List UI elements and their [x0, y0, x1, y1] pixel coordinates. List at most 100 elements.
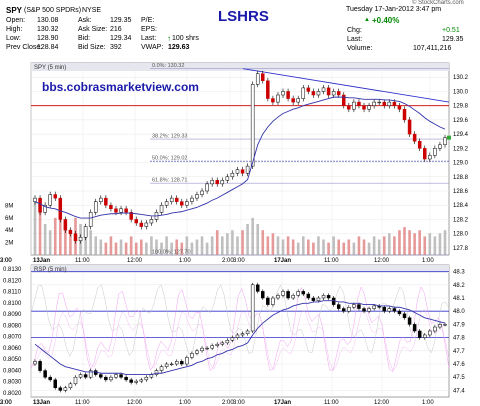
- volume-bar: [307, 239, 310, 255]
- rsp-candle-body: [129, 379, 133, 383]
- volume-bar: [109, 236, 113, 255]
- ratio-axis-label: 0.8020: [3, 391, 22, 397]
- volume-bar: [205, 242, 209, 255]
- rsp-candle-body: [190, 353, 194, 358]
- candle-body: [109, 204, 113, 210]
- quote-cell: Low:: [6, 35, 21, 42]
- candle-body: [372, 101, 376, 106]
- rsp-candle-body: [104, 376, 108, 381]
- rsp-x-axis-label: 12:00: [127, 400, 143, 406]
- rsp-candle-body: [124, 376, 128, 381]
- x-axis-label: 12:00: [127, 258, 143, 264]
- volume-bar: [175, 239, 179, 255]
- volume-bar: [114, 242, 118, 255]
- x-axis-label: 12:00: [374, 258, 390, 264]
- quote-cell: 130.32: [37, 26, 59, 33]
- volume-bar: [200, 236, 204, 255]
- up-arrow-icon: ▲: [364, 17, 370, 23]
- candle-body: [342, 94, 346, 106]
- rsp-candle-body: [352, 304, 356, 308]
- candle-body: [362, 105, 366, 110]
- volume-bar: [347, 239, 351, 255]
- volume-bar: [418, 230, 421, 255]
- rsp-x-axis-label: 12:00: [374, 400, 390, 406]
- rsp-candle-body: [83, 374, 88, 378]
- volume-bar: [286, 236, 290, 255]
- volume-bar: [433, 236, 437, 255]
- quote-cell: High:: [6, 26, 23, 33]
- volume-bar: [210, 236, 214, 255]
- candle-body: [174, 197, 179, 202]
- quote-cell: Open:: [6, 17, 26, 24]
- candle-body: [402, 108, 407, 121]
- rsp-axis-label: 47.6: [453, 362, 465, 368]
- rsp-candle-body: [438, 324, 442, 328]
- change-percent: +0.40%: [372, 16, 400, 25]
- candle-body: [245, 165, 250, 174]
- quote-cell: 130.08: [37, 17, 59, 24]
- candle-body: [58, 197, 63, 220]
- symbol: SPY: [6, 6, 23, 15]
- rsp-candle-body: [38, 361, 42, 371]
- quote-cell: 128.90: [37, 35, 59, 42]
- volume-bar: [342, 242, 346, 255]
- rsp-candle-body: [159, 366, 164, 371]
- volume-bar: [150, 236, 153, 255]
- ratio-axis-label: 0.8040: [3, 368, 22, 374]
- candle-body: [336, 91, 341, 96]
- candle-body: [240, 169, 245, 174]
- ratio-axis-label: 0.8060: [3, 346, 22, 352]
- candle-body: [53, 194, 57, 199]
- candle-body: [428, 155, 432, 160]
- rsp-x-axis-label: 2:00: [222, 400, 234, 406]
- rsp-candle-body: [286, 291, 290, 299]
- rsp-x-axis-label: 1:00: [422, 400, 434, 406]
- rsp-candle-body: [336, 304, 341, 309]
- volume-bar: [119, 239, 123, 255]
- last-label: Last:: [347, 36, 363, 43]
- quote-cell: 216: [110, 26, 122, 33]
- rsp-candle-body: [220, 342, 225, 345]
- volume-bar: [261, 230, 265, 255]
- rsp-candle-body: [235, 334, 240, 338]
- quote-cell: EPS:: [141, 26, 157, 33]
- candle-body: [210, 180, 214, 185]
- rsp-axis-label: 47.9: [453, 322, 465, 328]
- copyright: © StockCharts.com: [412, 0, 464, 6]
- volume-bar: [139, 239, 143, 255]
- volume-bar: [226, 233, 229, 255]
- quote-cell: VWAP:: [141, 44, 164, 51]
- ratio-axis-label: 0.8120: [3, 278, 22, 284]
- volume-bar: [337, 239, 341, 255]
- rsp-candle-body: [180, 361, 184, 365]
- rsp-axis-label: 48.0: [453, 309, 465, 315]
- volume-bar: [372, 236, 376, 255]
- price-axis-label: 129.2: [453, 146, 469, 152]
- volume-bar: [170, 242, 173, 255]
- rsp-candle-body: [326, 295, 331, 299]
- volume-bar: [215, 230, 219, 255]
- rsp-candle-body: [210, 345, 214, 349]
- volume-bar: [317, 236, 320, 255]
- rsp-x-axis-label: 3:00: [233, 400, 245, 406]
- volume-bar: [382, 236, 386, 255]
- candle-body: [119, 208, 123, 213]
- ratio-axis-label: 0.8050: [3, 357, 22, 363]
- candle-body: [68, 229, 73, 234]
- candle-body: [357, 101, 361, 106]
- rsp-candle-body: [276, 295, 280, 299]
- candle-body: [83, 226, 88, 238]
- volume-bar: [145, 242, 148, 255]
- brand-title: LSHRS: [218, 8, 269, 25]
- rsp-moving-average: [34, 300, 446, 376]
- candle-body: [134, 219, 138, 224]
- rsp-candle-body: [357, 304, 361, 309]
- fib-label: 50.0%: 129.02: [152, 156, 187, 162]
- rsp-candle-body: [443, 324, 447, 326]
- rsp-x-axis-label: 11:00: [75, 400, 90, 406]
- candle-body: [139, 222, 144, 227]
- price-axis-label: 128.0: [453, 232, 469, 238]
- candle-body: [377, 101, 381, 104]
- quote-cell: Bid Size:: [78, 44, 106, 51]
